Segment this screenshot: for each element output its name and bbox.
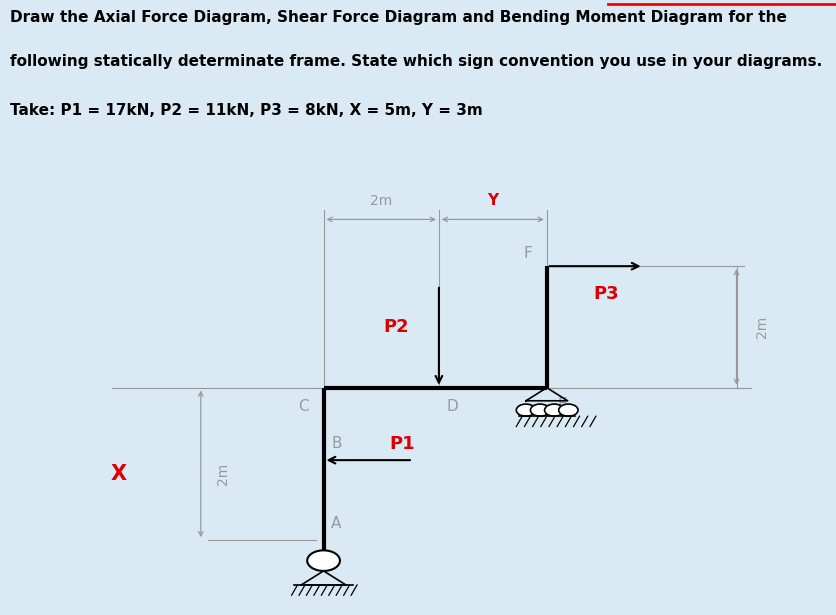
Text: P2: P2 (384, 318, 409, 336)
Text: B: B (331, 436, 342, 451)
Text: P3: P3 (594, 285, 619, 303)
Text: 2m: 2m (216, 463, 230, 485)
Circle shape (307, 550, 340, 571)
Text: Y: Y (487, 192, 498, 208)
Text: 2m: 2m (370, 194, 392, 208)
Text: E: E (558, 397, 568, 412)
Text: 2m: 2m (755, 316, 769, 338)
Text: C: C (298, 399, 308, 415)
Text: Take: P1 = 17kN, P2 = 11kN, P3 = 8kN, X = 5m, Y = 3m: Take: P1 = 17kN, P2 = 11kN, P3 = 8kN, X … (10, 103, 482, 118)
Text: F: F (523, 247, 532, 261)
Text: Draw the Axial Force Diagram, Shear Force Diagram and Bending Moment Diagram for: Draw the Axial Force Diagram, Shear Forc… (10, 10, 787, 25)
Text: X: X (111, 464, 127, 484)
Circle shape (530, 404, 550, 416)
Text: D: D (446, 399, 458, 415)
Text: P1: P1 (390, 435, 415, 453)
Text: A: A (331, 516, 341, 531)
Text: following statically determinate frame. State which sign convention you use in y: following statically determinate frame. … (10, 54, 823, 69)
Circle shape (558, 404, 578, 416)
Circle shape (544, 404, 564, 416)
Circle shape (517, 404, 536, 416)
